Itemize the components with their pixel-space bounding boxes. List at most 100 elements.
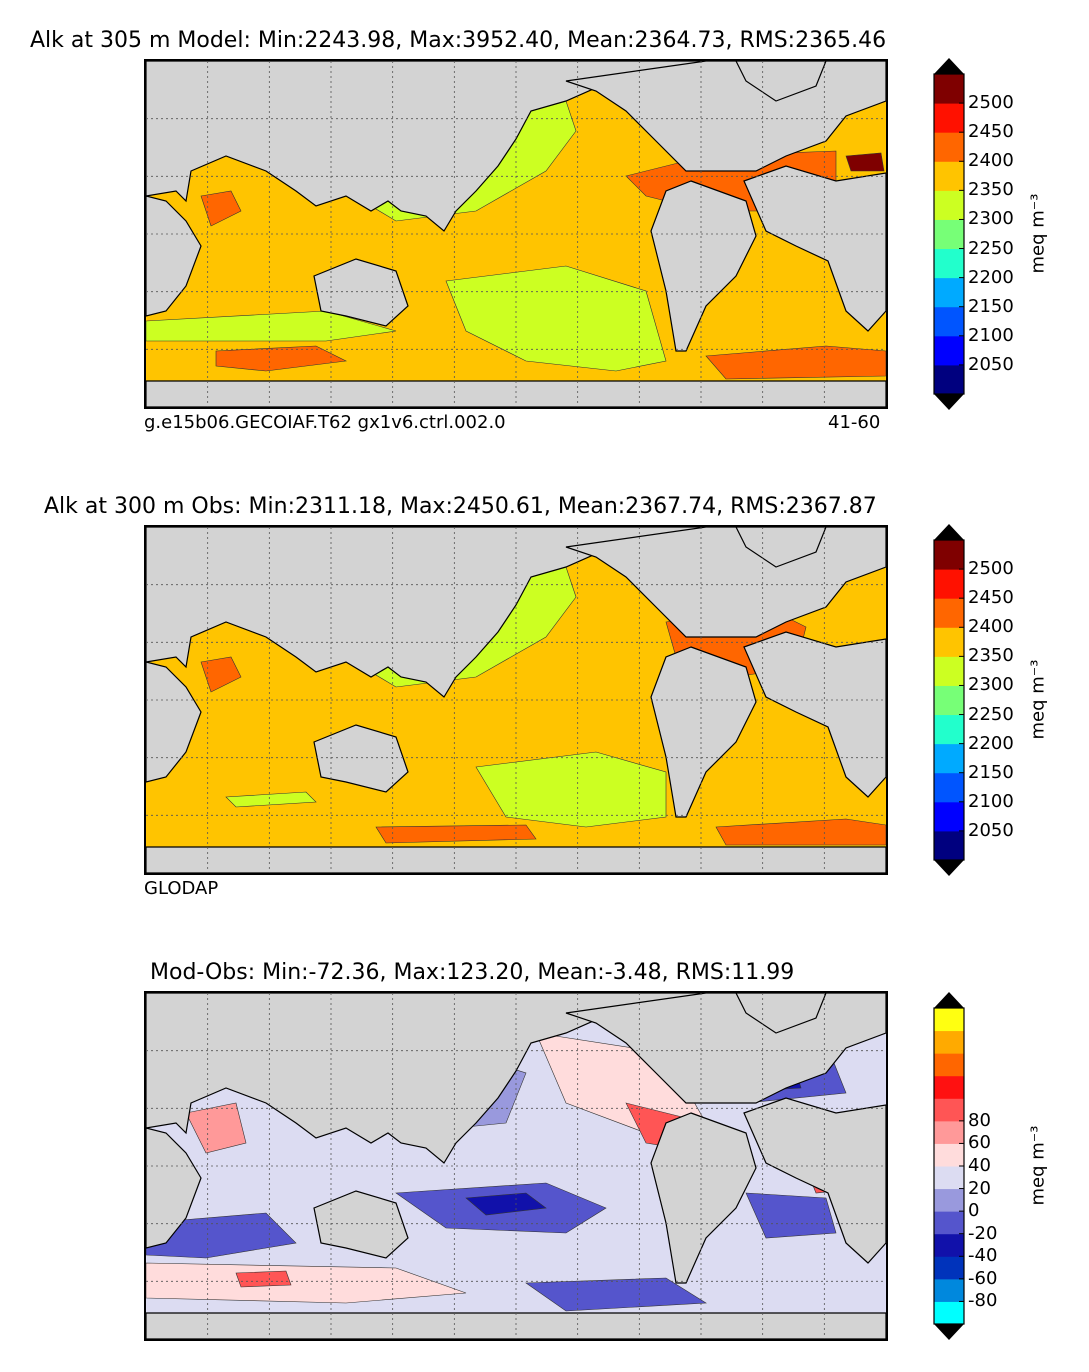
colorbar-swatch — [934, 540, 964, 570]
map-svg — [146, 527, 886, 873]
source-label: GLODAP — [144, 878, 219, 899]
map-svg — [146, 61, 886, 407]
colorbar-tick-label: 2150 — [968, 761, 1014, 783]
colorbar-tick-label: 2500 — [968, 558, 1014, 580]
colorbar-extend-max — [934, 58, 964, 74]
south-atlantic-high-band — [715, 818, 886, 846]
colorbar-swatch — [934, 1233, 964, 1257]
colorbar-tick-label: 60 — [968, 1132, 991, 1154]
colorbar-tick-label: 2100 — [968, 324, 1014, 346]
colorbar-units: meq m⁻³ — [1027, 659, 1049, 740]
colorbar-swatch — [934, 1075, 964, 1099]
southern-band — [146, 310, 397, 342]
colorbar-units: meq m⁻³ — [1027, 1125, 1049, 1206]
colorbar-extend-max — [934, 992, 964, 1008]
colorbar-tick-label: 2350 — [968, 179, 1014, 201]
southern-positive-band — [146, 1262, 467, 1304]
colorbar-tick-label: 2400 — [968, 616, 1014, 638]
mediterranean-region — [845, 152, 885, 172]
colorbar-tick-label: 2200 — [968, 266, 1014, 288]
indian-south-negative — [146, 1212, 297, 1259]
map-obs — [144, 525, 888, 875]
colorbar-tick-label: -60 — [968, 1267, 998, 1289]
colorbar-extend-min — [934, 860, 964, 876]
colorbar-swatch — [934, 772, 964, 803]
colorbar-tick-label: 2250 — [968, 703, 1014, 725]
colorbar-swatch — [934, 801, 964, 832]
map-model — [144, 59, 888, 409]
colorbar-units: meq m⁻³ — [1027, 193, 1049, 274]
colorbar-swatch — [934, 74, 964, 104]
landmass — [743, 165, 886, 332]
map-diff — [144, 991, 888, 1341]
chart-title: Alk at 305 m Model: Min:2243.98, Max:395… — [30, 28, 887, 53]
colorbar-swatch — [934, 335, 964, 366]
landmass — [146, 380, 886, 407]
colorbar-swatch — [934, 714, 964, 745]
colorbar-swatch — [934, 190, 964, 220]
colorbar-swatch — [934, 1301, 964, 1325]
colorbar-swatch — [934, 598, 964, 628]
colorbar-tick-label: 2450 — [968, 587, 1014, 609]
colorbar-swatch — [934, 1098, 964, 1122]
chart-title: Alk at 300 m Obs: Min:2311.18, Max:2450.… — [44, 494, 877, 519]
landmass — [146, 661, 202, 783]
run-name-label: g.e15b06.GECOIAF.T62 gx1v6.ctrl.002.0 — [144, 412, 506, 433]
colorbar-tick-label: 2450 — [968, 121, 1014, 143]
south-atlantic-high-band — [705, 345, 886, 380]
colorbar-extend-min — [934, 1324, 964, 1340]
landmass — [650, 646, 757, 818]
graticule — [146, 527, 886, 873]
colorbar-svg — [933, 58, 965, 410]
colorbar-svg — [933, 992, 965, 1340]
colorbar-tick-label: 2500 — [968, 92, 1014, 114]
colorbar-swatch — [934, 1278, 964, 1302]
colorbar-tick-label: 40 — [968, 1155, 991, 1176]
colorbar-swatch — [934, 1143, 964, 1167]
colorbar-svg — [933, 524, 965, 876]
southern-band — [225, 791, 317, 808]
colorbar-tick-label: 2150 — [968, 295, 1014, 317]
colorbar-tick-label: 2300 — [968, 674, 1014, 696]
landmass — [146, 195, 202, 317]
colorbar-tick-label: -80 — [968, 1290, 998, 1312]
colorbar-swatch — [934, 830, 964, 861]
graticule — [146, 993, 886, 1339]
landmass — [146, 1127, 202, 1249]
colorbar-swatch — [934, 306, 964, 337]
colorbar-extend-min — [934, 394, 964, 410]
colorbar-tick-label: 2050 — [968, 353, 1014, 375]
colorbar-swatch — [934, 277, 964, 308]
south-pacific-strong-negative — [465, 1192, 547, 1216]
colorbar-tick-label: 20 — [968, 1177, 991, 1199]
colorbar-tick-label: 2200 — [968, 732, 1014, 754]
landmass — [313, 724, 409, 793]
colorbar-tick-label: 2250 — [968, 237, 1014, 259]
southern-high-band — [215, 345, 348, 372]
colorbar — [933, 58, 965, 410]
landmass — [735, 61, 827, 102]
colorbar-swatch — [934, 1256, 964, 1280]
landmass — [743, 631, 886, 798]
colorbar-tick-label: 2100 — [968, 790, 1014, 812]
colorbar — [933, 524, 965, 876]
colorbar-swatch — [934, 219, 964, 250]
colorbar-swatch — [934, 132, 964, 162]
landmass — [650, 180, 757, 352]
landmass — [146, 527, 707, 698]
colorbar-swatch — [934, 1188, 964, 1212]
landmass — [313, 1190, 409, 1259]
landmass — [146, 846, 886, 873]
landmass — [146, 1312, 886, 1339]
landmass — [146, 993, 707, 1164]
colorbar-tick-label: 2300 — [968, 208, 1014, 230]
graticule — [146, 61, 886, 407]
landmass — [313, 258, 409, 327]
southern-strong-positive — [235, 1270, 292, 1288]
landmass — [735, 993, 827, 1034]
colorbar-tick-label: 0 — [968, 1200, 980, 1222]
colorbar-swatch — [934, 1053, 964, 1077]
colorbar-swatch — [934, 364, 964, 395]
colorbar — [933, 992, 965, 1340]
colorbar-swatch — [934, 1211, 964, 1235]
